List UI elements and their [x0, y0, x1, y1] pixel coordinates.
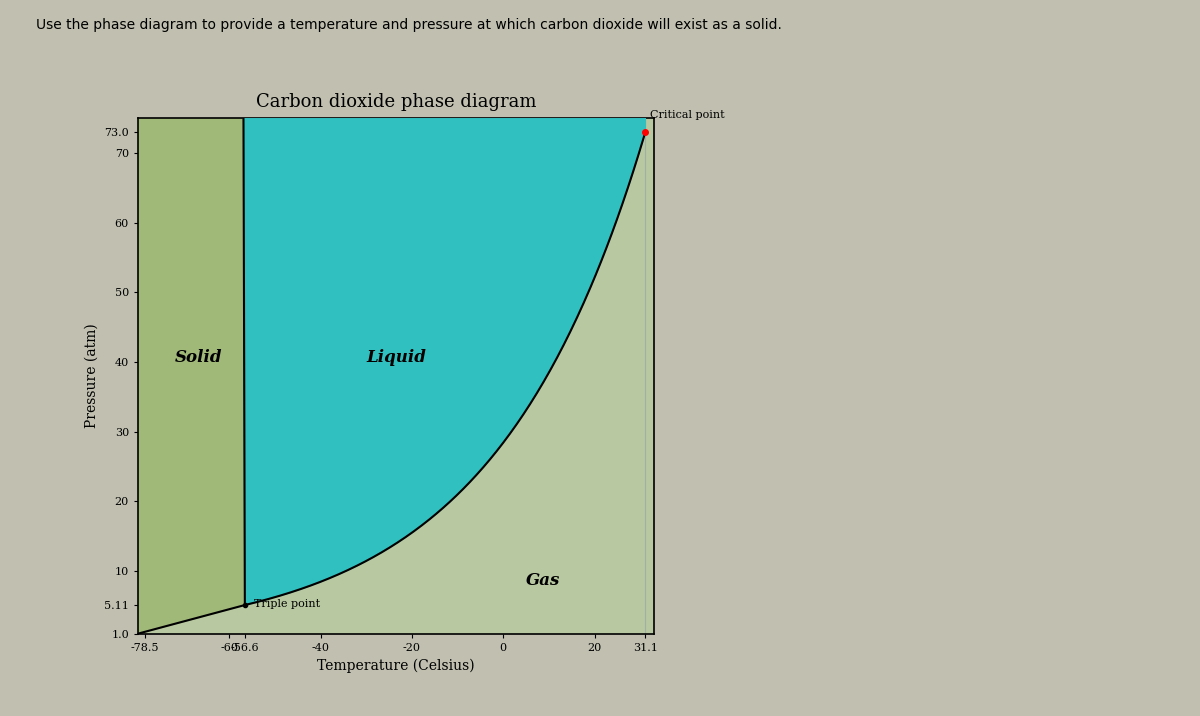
Text: Solid: Solid [174, 349, 222, 366]
Text: Critical point: Critical point [650, 110, 725, 120]
Text: Gas: Gas [526, 572, 560, 589]
X-axis label: Temperature (Celsius): Temperature (Celsius) [317, 658, 475, 672]
Text: Liquid: Liquid [366, 349, 426, 366]
Text: Use the phase diagram to provide a temperature and pressure at which carbon diox: Use the phase diagram to provide a tempe… [36, 18, 782, 32]
Text: Triple point: Triple point [254, 599, 320, 609]
Polygon shape [244, 118, 646, 605]
Y-axis label: Pressure (atm): Pressure (atm) [84, 324, 98, 428]
Title: Carbon dioxide phase diagram: Carbon dioxide phase diagram [256, 93, 536, 111]
Polygon shape [138, 118, 245, 634]
